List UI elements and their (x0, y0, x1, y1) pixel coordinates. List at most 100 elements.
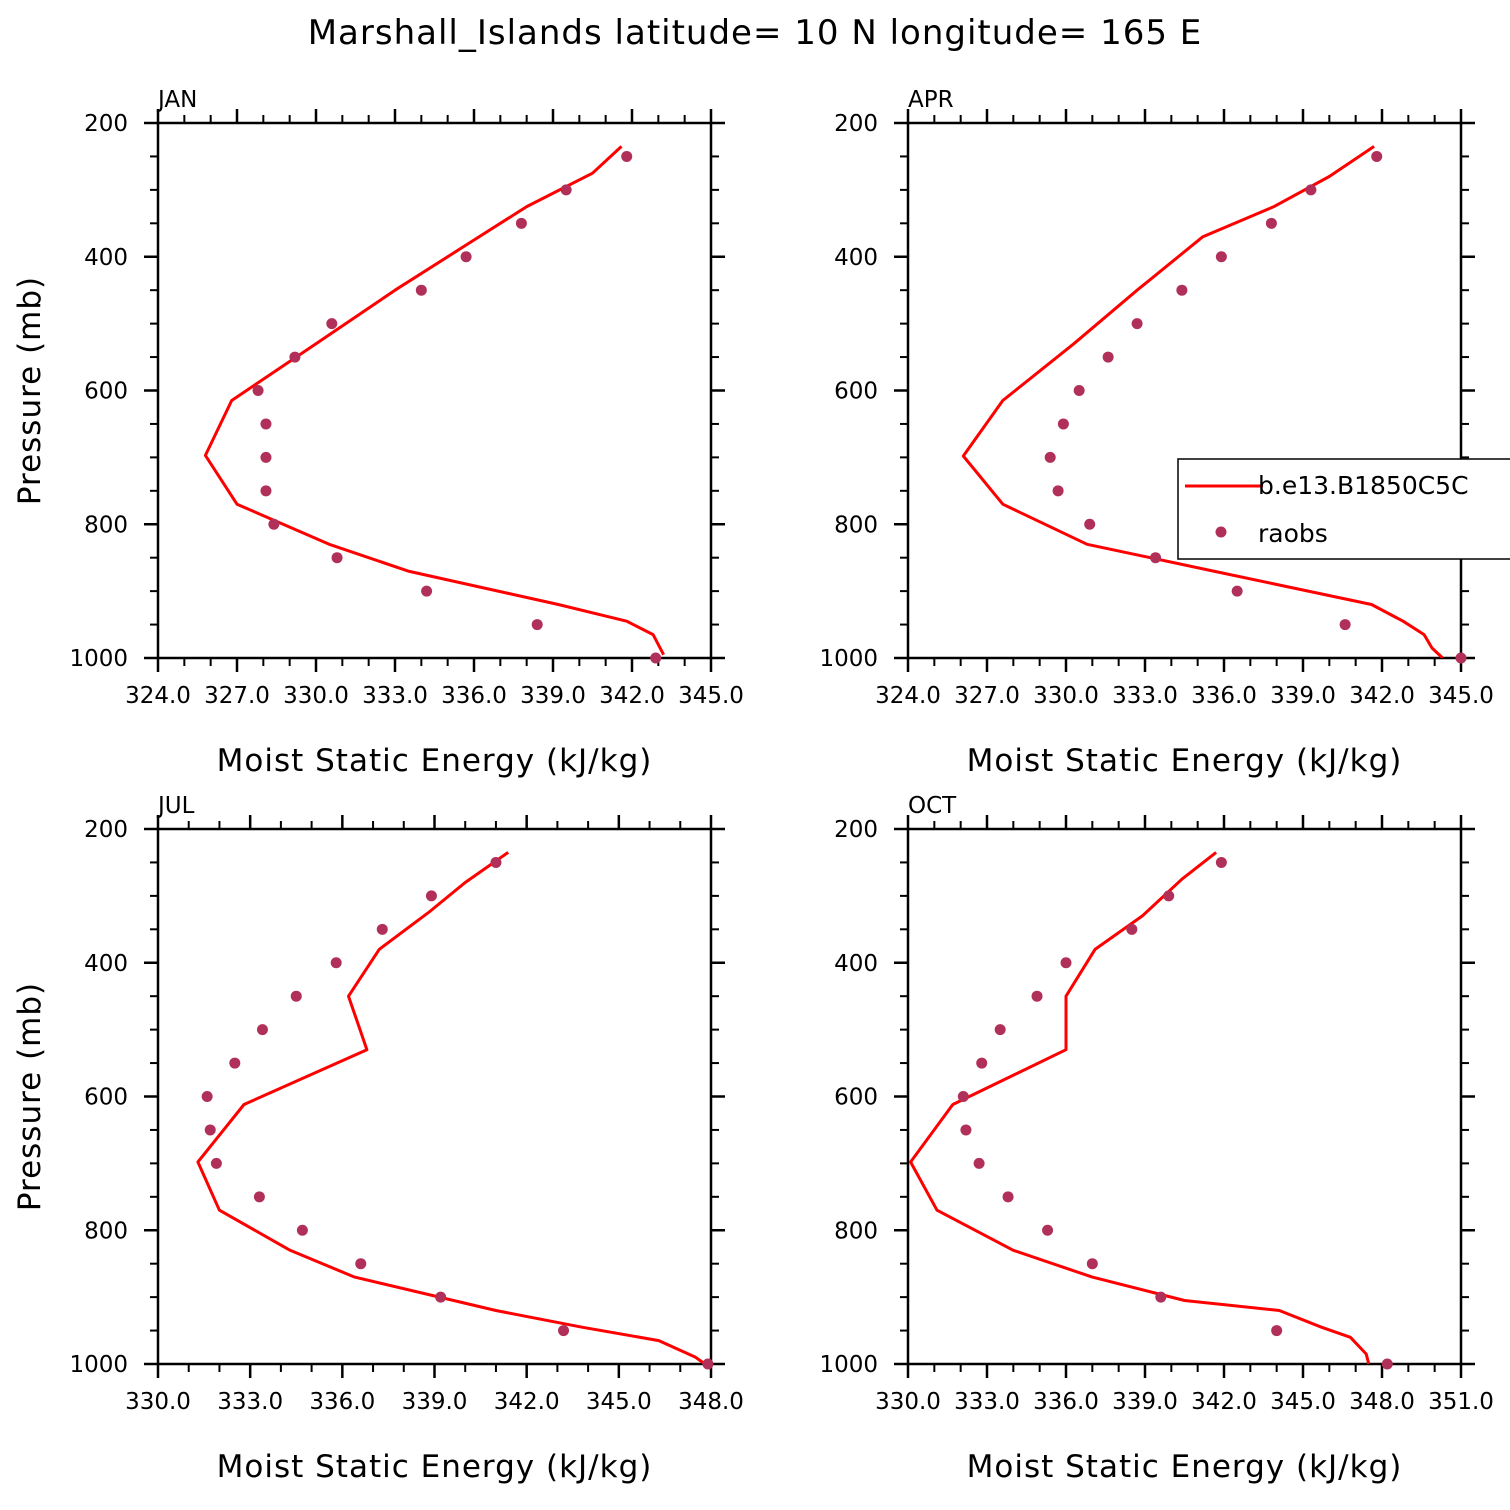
x-tick-label: 330.0 (1033, 683, 1099, 709)
obs-point (1305, 184, 1317, 196)
legend-dot-swatch (1215, 526, 1227, 538)
x-tick-label: 339.0 (520, 683, 586, 709)
obs-point (1052, 485, 1064, 497)
obs-point (560, 184, 572, 196)
plot-data (196, 851, 706, 1364)
legend-label-obs: raobs (1258, 519, 1328, 548)
y-tick-label: 400 (84, 245, 128, 271)
y-tick-label: 200 (834, 817, 878, 843)
y-tick-label: 600 (84, 1085, 128, 1111)
obs-point (330, 957, 342, 969)
obs-point (973, 1157, 985, 1169)
obs-point (976, 1057, 988, 1069)
obs-point (210, 1157, 222, 1169)
obs-point (1102, 351, 1114, 363)
legend: b.e13.B1850C5C raobs (1177, 458, 1510, 560)
y-tick-label: 1000 (819, 646, 878, 672)
legend-box (1177, 458, 1510, 560)
x-tick-label: 327.0 (204, 683, 270, 709)
obs-point (1086, 1258, 1098, 1270)
panel-title: APR (908, 87, 954, 113)
obs-point (1455, 652, 1467, 664)
obs-point (702, 1358, 714, 1370)
x-tick-label: 327.0 (954, 683, 1020, 709)
y-tick-label: 200 (84, 817, 128, 843)
obs-point (260, 451, 272, 463)
panel-jan: 200 400 600 800 1000 324.0 327.0 330.0 333.0 336.… (12, 87, 744, 779)
plot-data (961, 145, 1444, 658)
obs-point (260, 418, 272, 430)
obs-point (253, 1191, 265, 1203)
y-tick-label: 800 (834, 512, 878, 538)
obs-point (1031, 990, 1043, 1002)
plot-frame (906, 121, 1463, 660)
y-tick-label: 400 (834, 245, 878, 271)
y-tick-label: 1000 (819, 1352, 878, 1378)
y-axis-label: Pressure (mb) (12, 982, 48, 1211)
obs-point (1131, 318, 1143, 330)
obs-point (1057, 418, 1069, 430)
obs-point (289, 351, 301, 363)
plot-frame (906, 827, 1463, 1366)
obs-point (558, 1325, 570, 1337)
x-tick-label: 336.0 (1191, 683, 1257, 709)
y-tick-label: 200 (834, 111, 878, 137)
x-axis-label: Moist Static Energy (kJ/kg) (967, 1449, 1403, 1485)
plot-data (203, 145, 665, 656)
y-tick-label: 1000 (69, 646, 128, 672)
x-tick-label: 345.0 (1270, 1389, 1336, 1415)
y-tick-label: 800 (84, 512, 128, 538)
obs-point (490, 856, 502, 868)
obs-point (1176, 284, 1188, 296)
obs-point (960, 1124, 972, 1136)
obs-point (376, 923, 388, 935)
x-tick-label: 342.0 (1191, 1389, 1257, 1415)
x-tick-label: 333.0 (954, 1389, 1020, 1415)
x-tick-label: 342.0 (599, 683, 665, 709)
obs-point (290, 990, 302, 1002)
panel-apr: 200 400 600 800 1000 324.0 327.0 330.0 333.0 336.… (819, 87, 1510, 779)
y-tick-label: 200 (84, 111, 128, 137)
obs-point (1150, 552, 1162, 564)
obs-point (355, 1258, 367, 1270)
x-tick-label: 345.0 (1428, 683, 1494, 709)
x-tick-label: 330.0 (283, 683, 349, 709)
obs-point (957, 1091, 969, 1102)
legend-label-model: b.e13.B1850C5C (1258, 471, 1469, 500)
x-tick-label: 324.0 (125, 683, 191, 709)
x-tick-label: 348.0 (1349, 1389, 1415, 1415)
model-line (909, 851, 1371, 1364)
y-tick-label: 800 (834, 1218, 878, 1244)
y-tick-label: 600 (834, 1085, 878, 1111)
obs-point (1339, 619, 1351, 631)
obs-point (1060, 957, 1072, 969)
x-tick-label: 333.0 (1112, 683, 1178, 709)
x-tick-label: 336.0 (441, 683, 507, 709)
y-tick-label: 400 (84, 951, 128, 977)
obs-point (515, 217, 527, 229)
y-tick-label: 400 (834, 951, 878, 977)
obs-point (425, 890, 437, 902)
obs-point (252, 385, 264, 396)
x-tick-label: 330.0 (125, 1389, 191, 1415)
x-tick-label: 339.0 (1112, 1389, 1178, 1415)
obs-point (201, 1091, 213, 1102)
model-line (196, 851, 706, 1364)
obs-point (435, 1291, 447, 1303)
x-tick-label: 336.0 (1033, 1389, 1099, 1415)
x-tick-label: 339.0 (402, 1389, 468, 1415)
x-tick-label: 342.0 (494, 1389, 560, 1415)
obs-point (229, 1057, 241, 1069)
x-tick-label: 345.0 (678, 683, 744, 709)
obs-point (1044, 451, 1056, 463)
panel-jul: 200 400 600 800 1000 330.0 333.0 336.0 339.0 342.… (12, 793, 744, 1485)
x-tick-label: 342.0 (1349, 683, 1415, 709)
obs-point (1155, 1291, 1167, 1303)
panel-title: JAN (156, 87, 197, 113)
obs-point (268, 518, 280, 530)
obs-point (460, 251, 472, 263)
obs-point (1231, 585, 1243, 597)
obs-point (1215, 856, 1227, 868)
x-tick-label: 348.0 (678, 1389, 744, 1415)
